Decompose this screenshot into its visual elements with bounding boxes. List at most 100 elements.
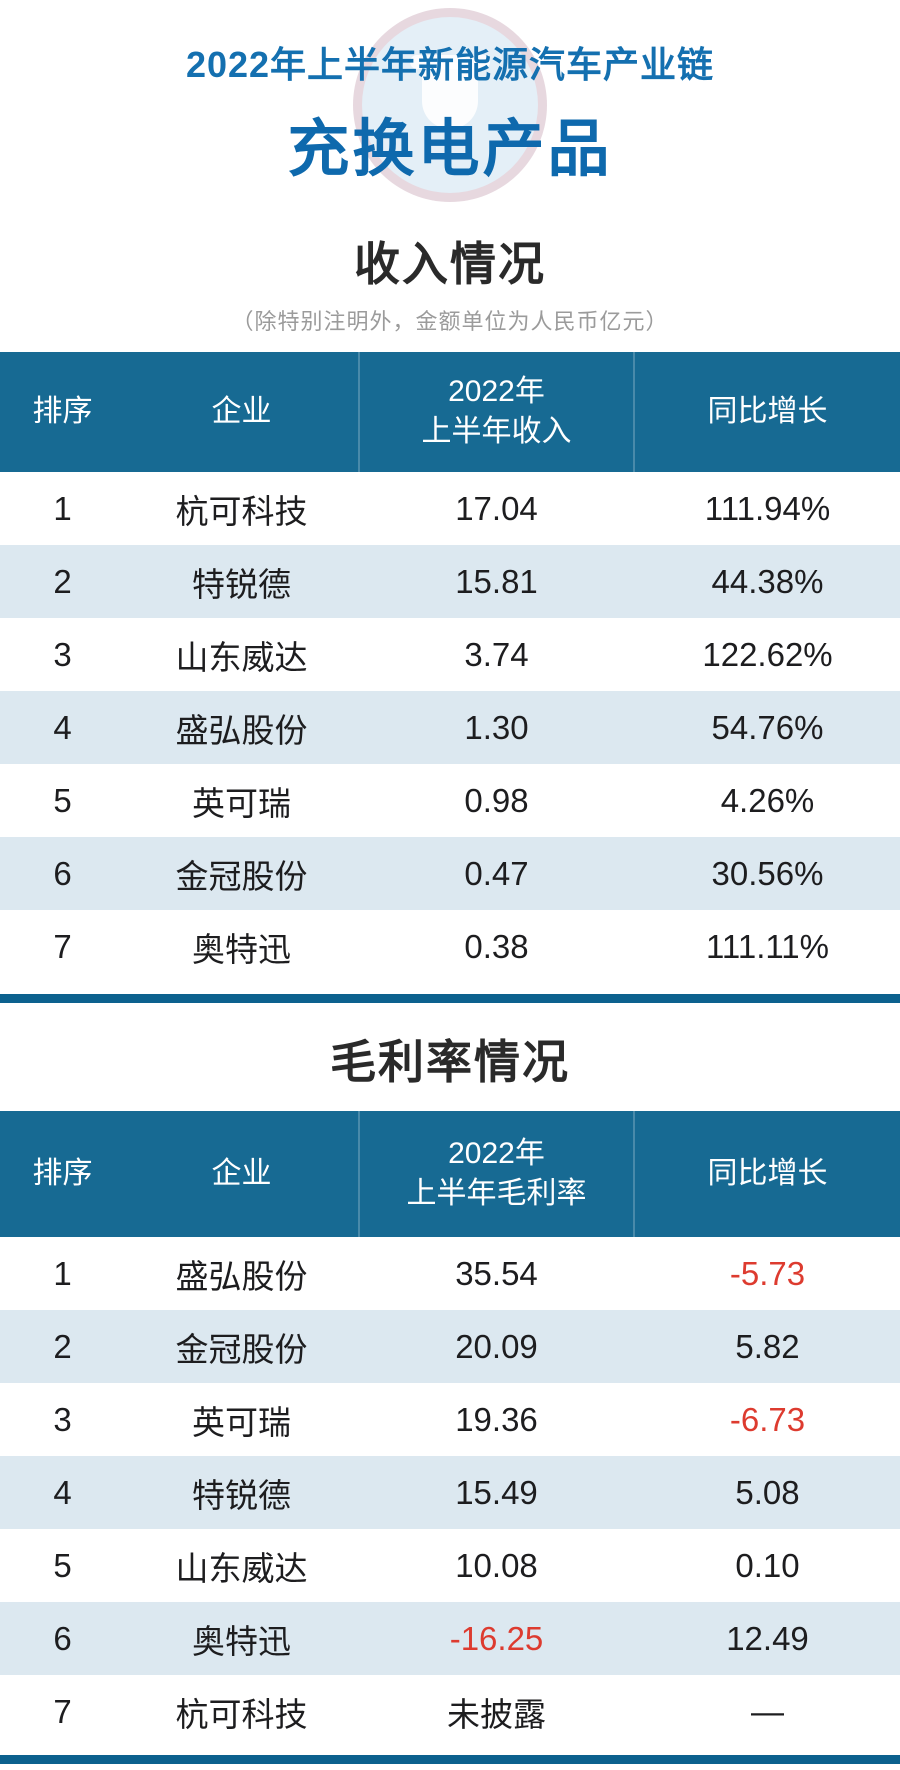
company-cell: 杭可科技 [175, 1695, 308, 1733]
growth-cell: 54.76% [711, 708, 824, 746]
page-header: 2022年上半年新能源汽车产业链 充换电产品 [0, 36, 900, 188]
growth-cell: 111.94% [704, 489, 831, 527]
value-cell: 0.98 [464, 781, 529, 819]
table-row: 7 奥特迅 0.38 111.11% [0, 910, 900, 983]
company-cell: 奥特迅 [192, 1622, 291, 1660]
company-cell: 盛弘股份 [175, 711, 308, 749]
value-cell: 15.49 [455, 1473, 538, 1511]
growth-cell: 5.82 [735, 1327, 800, 1365]
unit-note: （除特别注明外，金额单位为人民币亿元） [231, 309, 669, 334]
table-row: 2 金冠股份 20.09 5.82 [0, 1310, 900, 1383]
rank-cell: 1 [53, 489, 72, 527]
column-header-growth: 同比增长 [707, 394, 828, 428]
value-cell: 1.30 [464, 708, 529, 746]
company-cell: 山东威达 [175, 1549, 308, 1587]
growth-cell: 12.49 [726, 1619, 809, 1657]
value-cell: 3.74 [464, 635, 529, 673]
company-cell: 金冠股份 [175, 857, 308, 895]
company-cell: 金冠股份 [175, 1330, 308, 1368]
trophy-icon [410, 55, 490, 69]
revenue-table-body: 1 杭可科技 17.04 111.94% 2 特锐德 15.81 44.38% … [0, 472, 900, 983]
rank-cell: 3 [53, 1400, 72, 1438]
trophy-cup-icon [422, 63, 478, 129]
table-row: 4 特锐德 15.49 5.08 [0, 1456, 900, 1529]
growth-cell: 122.62% [702, 635, 833, 673]
table-row: 3 英可瑞 19.36 -6.73 [0, 1383, 900, 1456]
growth-cell: 111.11% [706, 927, 829, 965]
growth-cell: -5.73 [729, 1254, 806, 1292]
table-row: 5 山东威达 10.08 0.10 [0, 1529, 900, 1602]
column-header-company: 企业 [211, 394, 272, 428]
rank-cell: 2 [53, 562, 72, 600]
revenue-table-header: 排序 企业 2022年 上半年收入 同比增长 [0, 352, 900, 472]
table-row: 2 特锐德 15.81 44.38% [0, 545, 900, 618]
rank-cell: 6 [53, 854, 72, 892]
column-header-company: 企业 [211, 1156, 272, 1190]
rank-cell: 4 [53, 1473, 72, 1511]
value-cell: 0.47 [464, 854, 529, 892]
value-cell: 19.36 [455, 1400, 538, 1438]
column-header-value-line1: 2022年 [448, 374, 545, 408]
rank-cell: 3 [53, 635, 72, 673]
revenue-table: 排序 企业 2022年 上半年收入 同比增长 1 杭可科技 17.04 111.… [0, 352, 900, 983]
growth-cell: — [751, 1692, 784, 1730]
company-cell: 英可瑞 [192, 1403, 291, 1441]
table-row: 1 盛弘股份 35.54 -5.73 [0, 1237, 900, 1310]
revenue-section-heading: 收入情况 [354, 238, 546, 290]
column-header-value: 2022年 上半年毛利率 [358, 1111, 635, 1237]
rank-cell: 1 [53, 1254, 72, 1292]
column-header-value-line2: 上半年收入 [421, 415, 572, 448]
column-header-rank: 排序 [32, 394, 93, 428]
company-cell: 特锐德 [192, 565, 291, 603]
value-cell: -16.25 [449, 1619, 544, 1657]
company-cell: 奥特迅 [192, 930, 291, 968]
value-cell: 15.81 [455, 562, 538, 600]
rank-cell: 5 [53, 781, 72, 819]
value-cell: 17.04 [455, 489, 538, 527]
value-cell: 10.08 [455, 1546, 538, 1584]
margin-table-body: 1 盛弘股份 35.54 -5.73 2 金冠股份 20.09 5.82 3 英… [0, 1237, 900, 1748]
table-row: 6 金冠股份 0.47 30.56% [0, 837, 900, 910]
column-header-value-line1: 2022年 [448, 1136, 545, 1170]
table-row: 7 杭可科技 未披露 — [0, 1675, 900, 1748]
table-row: 4 盛弘股份 1.30 54.76% [0, 691, 900, 764]
margin-section-heading: 毛利率情况 [330, 1036, 570, 1088]
value-cell: 未披露 [447, 1695, 546, 1733]
section-divider-bar [0, 994, 900, 1003]
rank-cell: 4 [53, 708, 72, 746]
table-row: 5 英可瑞 0.98 4.26% [0, 764, 900, 837]
company-cell: 盛弘股份 [175, 1257, 308, 1295]
company-cell: 山东威达 [175, 638, 308, 676]
column-header-rank: 排序 [32, 1156, 93, 1190]
company-cell: 杭可科技 [175, 492, 308, 530]
margin-table-header: 排序 企业 2022年 上半年毛利率 同比增长 [0, 1111, 900, 1237]
value-cell: 0.38 [464, 927, 529, 965]
growth-cell: 0.10 [735, 1546, 800, 1584]
rank-cell: 2 [53, 1327, 72, 1365]
badge-watermark [353, 8, 547, 202]
section-divider-bar [0, 1755, 900, 1764]
growth-cell: -6.73 [729, 1400, 806, 1438]
page-subtitle: 2022年上半年新能源汽车产业链 [185, 44, 715, 85]
margin-table: 排序 企业 2022年 上半年毛利率 同比增长 1 盛弘股份 35.54 -5.… [0, 1111, 900, 1748]
column-header-value: 2022年 上半年收入 [358, 352, 635, 472]
table-row: 6 奥特迅 -16.25 12.49 [0, 1602, 900, 1675]
growth-cell: 4.26% [720, 781, 815, 819]
growth-cell: 30.56% [711, 854, 824, 892]
value-cell: 35.54 [455, 1254, 538, 1292]
value-cell: 20.09 [455, 1327, 538, 1365]
company-cell: 特锐德 [192, 1476, 291, 1514]
rank-cell: 5 [53, 1546, 72, 1584]
growth-cell: 44.38% [711, 562, 824, 600]
table-row: 3 山东威达 3.74 122.62% [0, 618, 900, 691]
column-header-growth: 同比增长 [707, 1156, 828, 1190]
page-title: 充换电产品 [287, 115, 613, 184]
rank-cell: 7 [53, 1692, 72, 1730]
rank-cell: 7 [53, 927, 72, 965]
rank-cell: 6 [53, 1619, 72, 1657]
table-row: 1 杭可科技 17.04 111.94% [0, 472, 900, 545]
company-cell: 英可瑞 [192, 784, 291, 822]
growth-cell: 5.08 [735, 1473, 800, 1511]
column-header-value-line2: 上半年毛利率 [406, 1177, 587, 1210]
